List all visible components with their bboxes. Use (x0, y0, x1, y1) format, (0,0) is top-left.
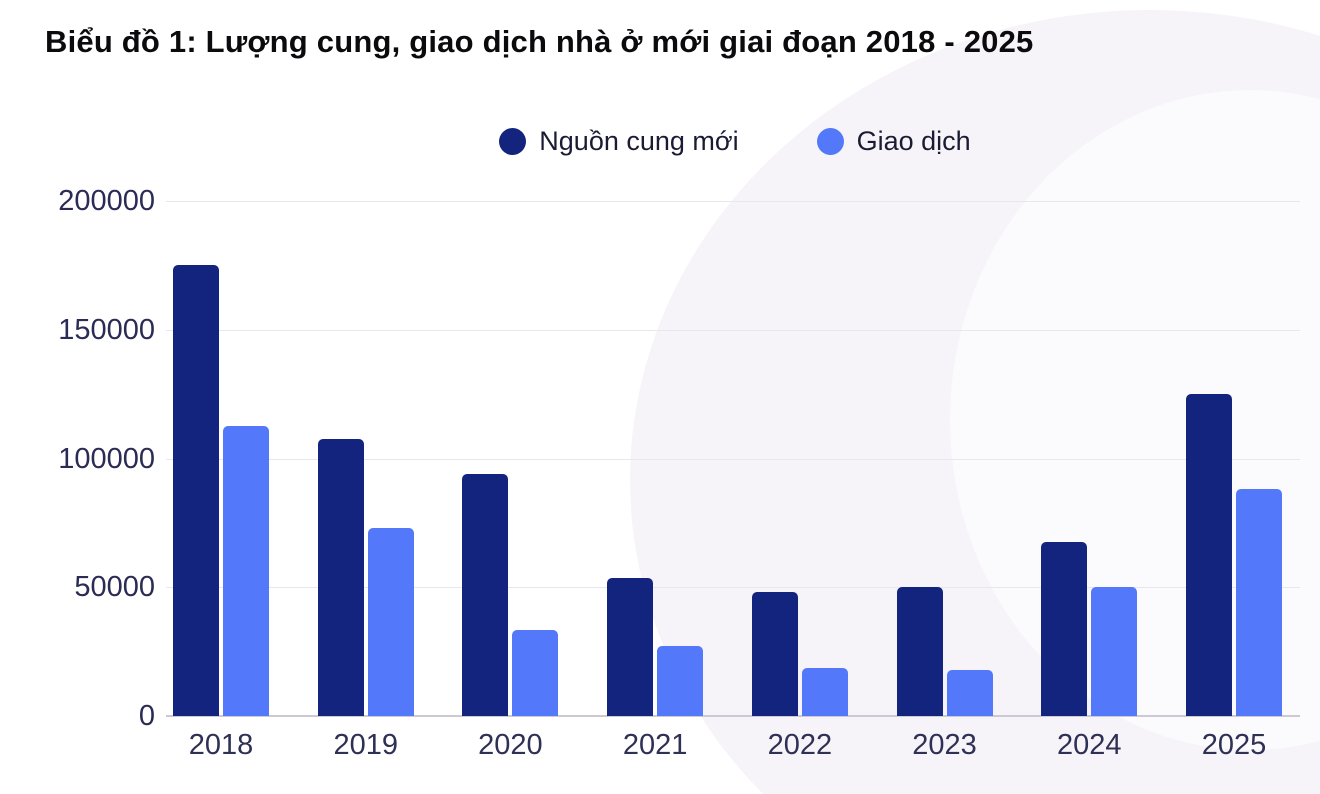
x-axis-label-2022: 2022 (767, 729, 833, 761)
bar-nguon-cung-moi-2019 (317, 439, 364, 716)
bar-giao-dich-2020 (512, 630, 559, 716)
bar-nguon-cung-moi-2020 (462, 474, 509, 716)
bar-nguon-cung-moi-2024 (1041, 542, 1088, 716)
y-axis-label-200000: 200000 (58, 185, 155, 217)
legend-label-nguon-cung-moi: Nguồn cung mới (539, 126, 739, 156)
y-axis-label-50000: 50000 (74, 571, 155, 604)
legend-dot-giao-dich (816, 128, 844, 155)
bar-giao-dich-2023 (946, 670, 993, 716)
x-axis-line (166, 715, 1300, 717)
chart-title: Biểu đồ 1: Lượng cung, giao dịch nhà ở m… (45, 24, 1034, 59)
bar-giao-dich-2024 (1091, 587, 1138, 716)
legend-item-giao-dich: Giao dịch (816, 126, 971, 157)
bar-nguon-cung-moi-2018 (173, 265, 219, 716)
bar-giao-dich-2022 (801, 668, 848, 716)
legend-item-nguon-cung-moi: Nguồn cung mới (499, 126, 739, 157)
bar-giao-dich-2025 (1235, 489, 1282, 716)
gridline-100000 (166, 458, 1300, 460)
bar-nguon-cung-moi-2022 (751, 592, 798, 716)
bar-giao-dich-2021 (657, 646, 704, 716)
gridline-50000 (166, 587, 1300, 589)
x-axis-label-2020: 2020 (478, 729, 543, 761)
y-axis-label-100000: 100000 (58, 442, 155, 475)
legend: Nguồn cung mới Giao dịch (170, 126, 1300, 157)
x-axis-label-2018: 2018 (188, 729, 254, 761)
bar-giao-dich-2019 (367, 528, 414, 716)
y-axis-label-150000: 150000 (58, 313, 155, 346)
x-axis-label-2019: 2019 (333, 729, 398, 761)
bar-nguon-cung-moi-2023 (896, 587, 943, 716)
x-axis-label-2023: 2023 (912, 729, 977, 761)
y-axis-label-0: 0 (138, 700, 155, 732)
gridline-200000 (166, 201, 1300, 202)
bar-giao-dich-2018 (223, 426, 269, 716)
bar-nguon-cung-moi-2025 (1185, 394, 1232, 716)
gridline-150000 (166, 329, 1300, 331)
legend-label-giao-dich: Giao dịch (856, 126, 971, 156)
legend-dot-nguon-cung-moi (499, 128, 527, 155)
x-axis-label-2021: 2021 (622, 729, 688, 761)
x-axis-label-2024: 2024 (1056, 729, 1122, 761)
bar-nguon-cung-moi-2021 (607, 578, 654, 716)
x-axis-label-2025: 2025 (1201, 729, 1267, 761)
